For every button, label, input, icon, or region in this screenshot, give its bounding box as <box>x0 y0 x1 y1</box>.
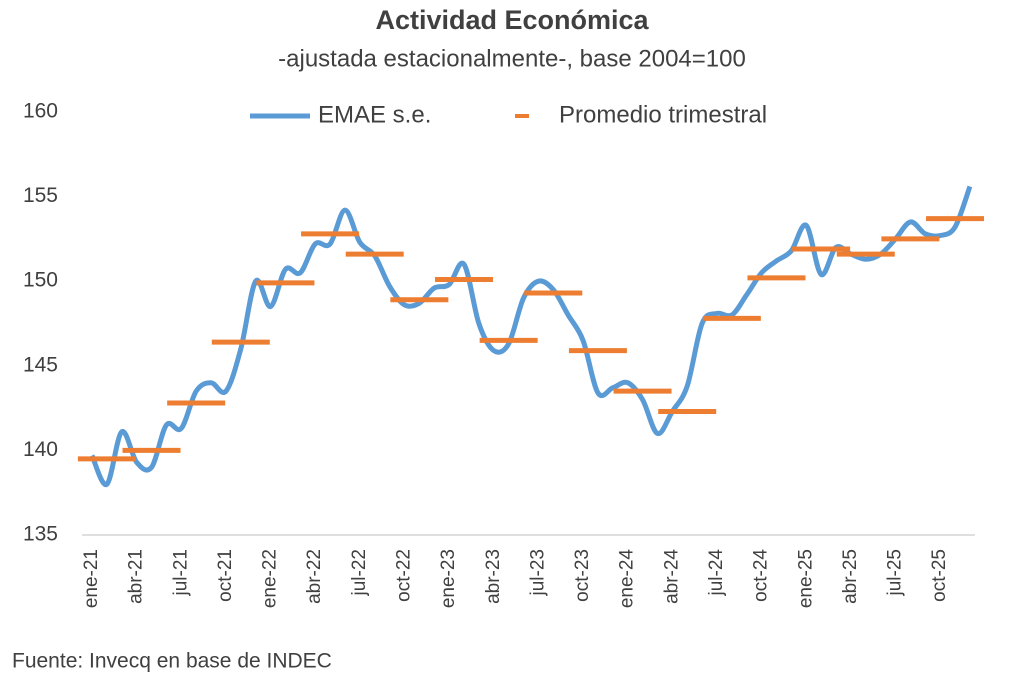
y-tick-label: 135 <box>23 523 58 546</box>
x-tick-label: oct-21 <box>215 549 236 602</box>
y-tick-label: 150 <box>23 269 58 292</box>
legend-label: EMAE s.e. <box>318 101 431 128</box>
x-tick-label: jul-25 <box>885 549 906 596</box>
x-tick-label: jul-23 <box>527 549 548 596</box>
x-tick-label: oct-24 <box>751 549 772 602</box>
x-tick-label: ene-25 <box>795 549 816 608</box>
legend-label: Promedio trimestral <box>559 101 767 128</box>
y-tick-label: 160 <box>23 100 58 123</box>
x-tick-label: oct-23 <box>572 549 593 602</box>
x-tick-label: abr-21 <box>126 549 147 604</box>
x-tick-label: jul-22 <box>349 549 370 596</box>
x-tick-label: oct-22 <box>393 549 414 602</box>
x-tick-label: ene-23 <box>438 549 459 608</box>
x-tick-label: ene-21 <box>81 549 102 608</box>
x-tick-label: ene-22 <box>260 549 281 608</box>
x-tick-label: abr-25 <box>840 549 861 604</box>
y-tick-label: 145 <box>23 353 58 376</box>
x-tick-label: abr-22 <box>304 549 325 604</box>
y-tick-label: 140 <box>23 438 58 461</box>
x-tick-label: abr-24 <box>661 549 682 604</box>
line-series <box>89 185 973 487</box>
x-tick-label: jul-21 <box>170 549 191 596</box>
x-tick-label: abr-23 <box>483 549 504 604</box>
source-note: Fuente: Invecq en base de INDEC <box>12 650 332 673</box>
x-tick-label: ene-24 <box>617 549 638 609</box>
chart-title: Actividad Económica <box>375 5 649 35</box>
chart-subtitle: -ajustada estacionalmente-, base 2004=10… <box>278 45 746 72</box>
x-tick-label: jul-24 <box>706 549 727 597</box>
x-tick-label: oct-25 <box>929 549 950 602</box>
y-tick-label: 155 <box>23 184 58 207</box>
